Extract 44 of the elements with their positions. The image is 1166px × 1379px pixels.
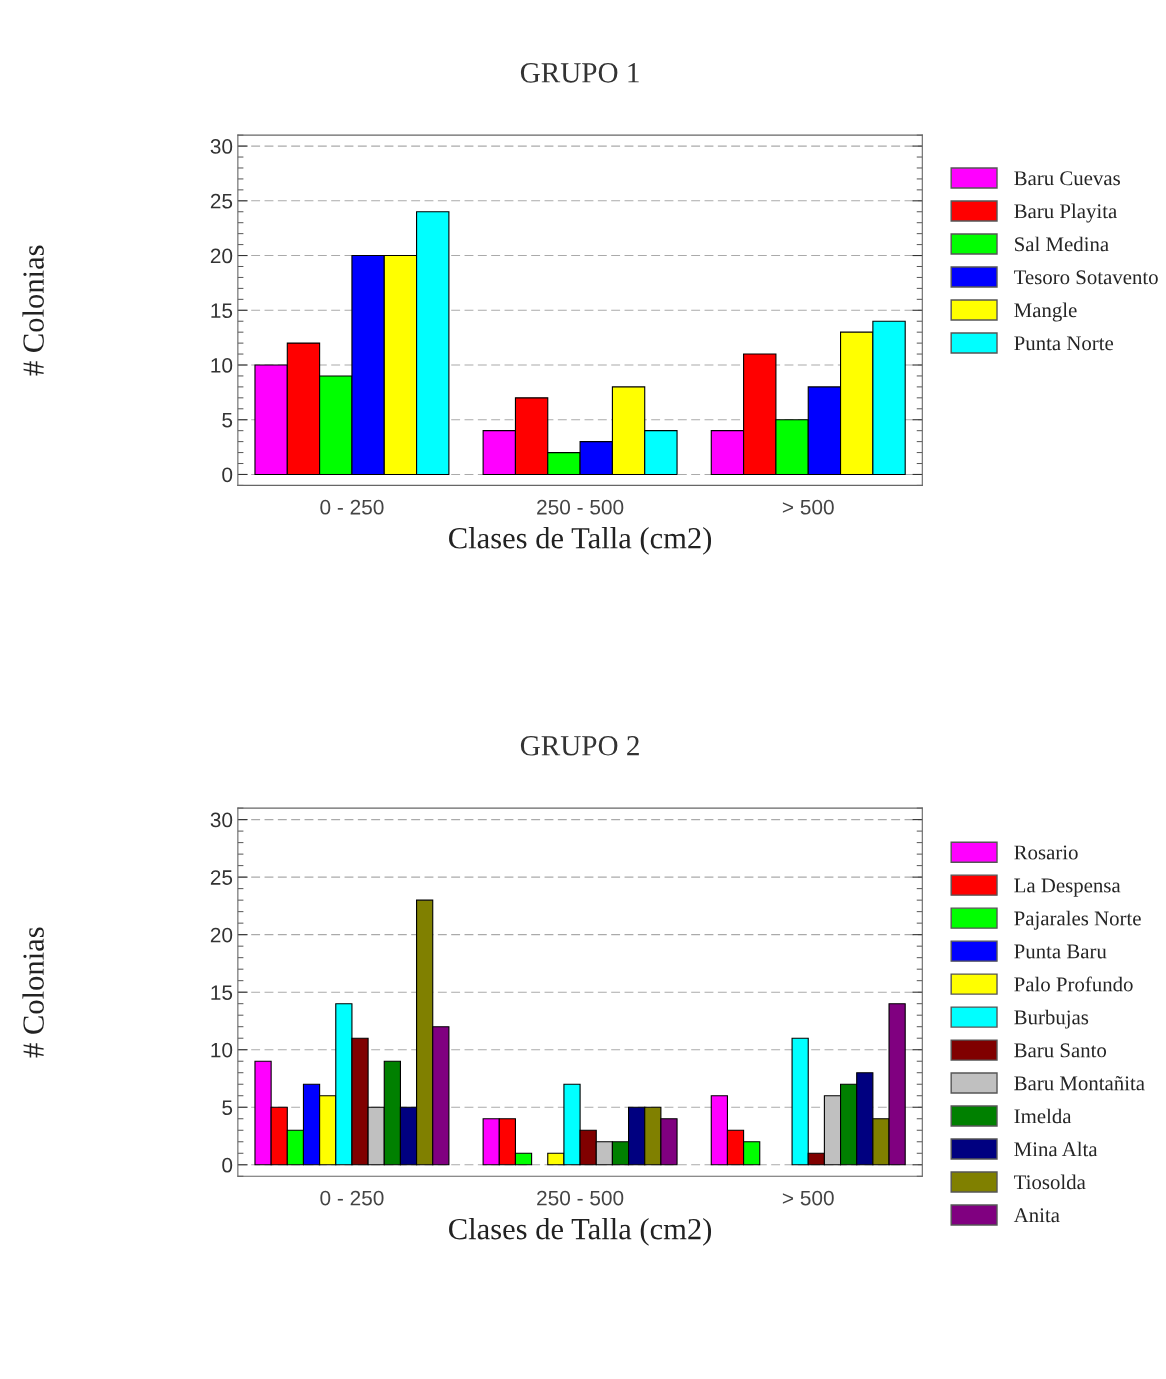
x-tick-label: > 500: [782, 499, 834, 515]
legend-label: Anita: [1013, 1208, 1060, 1223]
legend-label: Baru Santo: [1014, 1043, 1107, 1058]
y-tick-label: 20: [210, 248, 233, 264]
chart-title: GRUPO 2: [520, 736, 639, 756]
x-tick-label: 250 - 500: [537, 499, 624, 515]
y-tick-label: 10: [211, 1042, 233, 1058]
legend-label: Punta Norte: [1014, 336, 1114, 351]
y-tick-label: 10: [211, 358, 233, 373]
legend-label: Punta Baru: [1014, 944, 1107, 959]
x-tick-label: 0 - 250: [320, 499, 384, 515]
legend-label: Tiosolda: [1014, 1174, 1086, 1190]
y-tick-label: 25: [210, 193, 233, 209]
y-tick-label: 5: [222, 1100, 233, 1115]
legend-label: Baru Montañita: [1014, 1076, 1145, 1091]
y-tick-label: 15: [211, 303, 233, 319]
legend-label: Pajarales Norte: [1014, 910, 1141, 930]
y-axis-title: # Colonias: [22, 245, 44, 376]
legend-label: Mangle: [1014, 302, 1077, 322]
x-axis-title: Clases de Talla (cm2): [449, 527, 712, 555]
x-tick-label: 250 - 500: [537, 1190, 624, 1206]
legend-label: Tesoro Sotavento: [1014, 270, 1158, 285]
y-tick-label: 5: [222, 412, 233, 428]
legend-label: Mina Alta: [1014, 1141, 1098, 1157]
legend-label: Baru Playita: [1014, 203, 1117, 223]
y-axis-title: # Colonias: [22, 927, 44, 1058]
y-tick-label: 30: [210, 139, 233, 154]
y-tick-label: 0: [222, 467, 233, 483]
legend-label: Rosario: [1014, 845, 1078, 860]
legend-label: Baru Cuevas: [1014, 171, 1120, 186]
legend-label: Imelda: [1014, 1108, 1072, 1124]
y-tick-label: 20: [210, 927, 233, 943]
x-axis-title: Clases de Talla (cm2): [449, 1217, 712, 1246]
legend-label: Palo Profundo: [1014, 976, 1133, 992]
legend-label: Sal Medina: [1015, 236, 1109, 252]
legend-label: La Despensa: [1014, 878, 1121, 897]
chart-title: GRUPO 1: [520, 63, 639, 83]
legend-label: Burbujas: [1014, 1009, 1089, 1029]
x-tick-label: 0 - 250: [320, 1190, 384, 1206]
x-tick-label: > 500: [782, 1190, 834, 1206]
y-tick-label: 25: [210, 870, 233, 885]
y-tick-label: 15: [211, 985, 233, 1000]
y-tick-label: 0: [222, 1157, 233, 1173]
y-tick-label: 30: [210, 812, 233, 828]
